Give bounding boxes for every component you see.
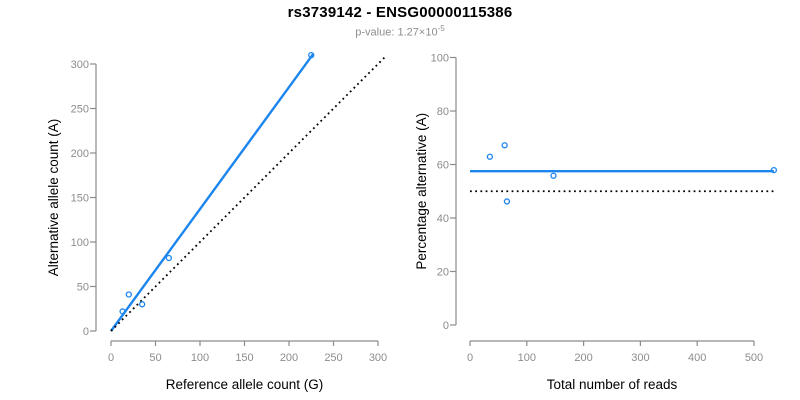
plot-allele-counts: 0 50 100 150 200 250 300 0 50 100 150 200 250 300 Refe…: [46, 51, 387, 392]
data-point: [165, 254, 173, 262]
x-tick-label: 150: [235, 352, 253, 364]
data-point: [503, 198, 511, 205]
x-tick-label: 300: [631, 352, 649, 364]
x-tick-label: 100: [518, 352, 536, 364]
x-axis-title: Reference allele count (G): [166, 377, 324, 392]
data-point: [138, 301, 146, 308]
y-tick-label: 200: [71, 148, 89, 160]
p-value-prefix: p-value:: [355, 26, 398, 39]
data-point: [770, 166, 778, 174]
plot-percentage-alternative: 0 20 40 60 80 100 0 100 200 300 400 500 Total number…: [414, 52, 778, 392]
y-tick-label: 80: [437, 106, 449, 118]
data-point: [486, 153, 494, 160]
chart-title: rs3739142 - ENSG00000115386: [287, 4, 513, 21]
data-point: [550, 172, 557, 179]
y-axis-title: Alternative allele count (A): [46, 119, 61, 277]
chart-header: rs3739142 - ENSG00000115386 p-value: 1.2…: [0, 4, 800, 39]
fit-line: [110, 53, 314, 332]
data-point: [308, 51, 315, 59]
x-tick-label: 400: [688, 352, 706, 364]
y-tick-label: 0: [83, 326, 89, 338]
x-tick-label: 0: [467, 352, 473, 364]
p-value-exponent: -5: [437, 24, 445, 33]
y-tick-label: 0: [443, 320, 449, 332]
y-axis-title: Percentage alternative (A): [414, 113, 429, 270]
data-point: [119, 308, 126, 315]
y-tick-label: 40: [437, 213, 449, 225]
data-point: [125, 291, 132, 298]
x-tick-label: 500: [745, 352, 763, 364]
y-tick-label: 60: [437, 159, 449, 171]
x-tick-label: 300: [369, 352, 387, 364]
p-value-mantissa: 1.27: [397, 26, 419, 39]
x-tick-label: 250: [324, 352, 342, 364]
y-tick-label: 50: [77, 281, 89, 293]
y-tick-label: 100: [71, 237, 89, 249]
y-tick-label: 300: [71, 59, 89, 71]
p-value-base: 10: [425, 26, 438, 39]
p-value-subtitle: p-value: 1.27×10-5: [0, 24, 800, 39]
x-tick-label: 200: [574, 352, 592, 364]
x-tick-label: 0: [108, 352, 114, 364]
x-tick-label: 100: [191, 352, 209, 364]
y-tick-label: 20: [437, 266, 449, 278]
y-tick-label: 150: [71, 192, 89, 204]
x-tick-label: 200: [280, 352, 298, 364]
multiply-sign: ×: [418, 26, 426, 39]
x-tick-label: 50: [149, 352, 161, 364]
data-point: [501, 142, 508, 149]
x-axis-title: Total number of reads: [547, 377, 678, 392]
identity-line: [110, 55, 387, 332]
y-tick-label: 100: [431, 52, 449, 64]
y-tick-label: 250: [71, 103, 89, 115]
